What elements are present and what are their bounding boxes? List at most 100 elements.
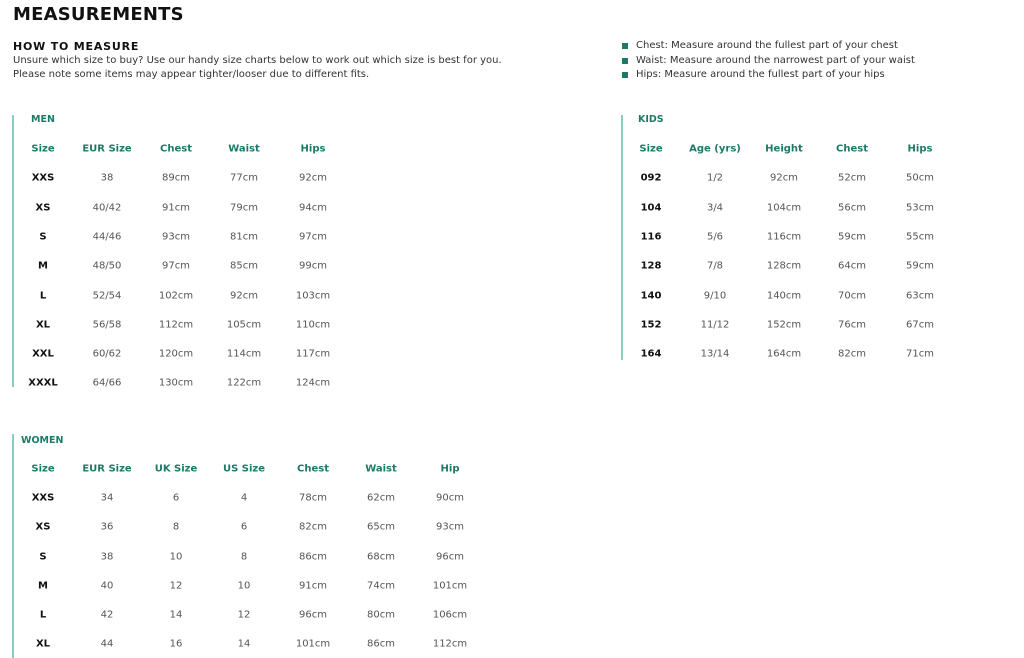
table-cell: 65cm [367, 521, 395, 533]
section-title: WOMEN [21, 435, 64, 446]
table-cell: 74cm [367, 580, 395, 592]
tip-text: Hips: Measure around the fullest part of… [636, 69, 885, 80]
column-header: Chest [836, 143, 868, 155]
table-cell: 6 [240, 521, 248, 533]
table-cell: 68cm [367, 551, 395, 563]
table-cell: 14 [169, 609, 183, 621]
table-cell: 44 [100, 638, 114, 650]
column-header: Hips [300, 143, 326, 155]
size-label-cell: XL [35, 319, 51, 331]
table-cell: 52cm [838, 172, 866, 184]
table-cell: 77cm [230, 172, 258, 184]
bullet-square-icon [622, 42, 628, 49]
intro-text-line: Please note some items may appear tighte… [13, 69, 370, 80]
table-cell: 40 [100, 580, 114, 592]
table-cell: 70cm [838, 290, 866, 301]
size-label-cell: M [38, 260, 48, 272]
size-label-cell: 128 [640, 260, 662, 272]
size-label-cell: S [39, 551, 47, 563]
size-label-cell: 092 [640, 172, 662, 184]
intro-text-line: Unsure which size to buy? Use our handy … [13, 55, 502, 66]
table-cell: 36 [100, 521, 114, 533]
table-cell: 99cm [299, 260, 327, 272]
table-cell: 62cm [367, 492, 395, 504]
table-cell: 48/50 [92, 260, 122, 272]
tip-chest: Chest: Measure around the fullest part o… [622, 40, 898, 51]
bullet-square-icon [622, 57, 628, 64]
column-header: US Size [222, 463, 266, 475]
table-cell: 117cm [295, 348, 331, 360]
column-header: Hips [907, 143, 933, 155]
table-cell: 130cm [158, 377, 194, 389]
table-cell: 101cm [295, 638, 331, 650]
table-cell: 71cm [906, 348, 934, 360]
size-label-cell: XXL [32, 348, 54, 360]
table-cell: 103cm [295, 290, 331, 301]
table-cell: 55cm [906, 231, 934, 243]
table-cell: 112cm [158, 319, 194, 331]
table-cell: 93cm [436, 521, 464, 533]
size-label-cell: M [38, 580, 48, 592]
table-cell: 140cm [766, 290, 802, 301]
table-cell: 38 [100, 551, 114, 563]
table-cell: 101cm [432, 580, 468, 592]
size-label-cell: 140 [640, 290, 662, 301]
table-cell: 92cm [299, 172, 327, 184]
table-cell: 63cm [906, 290, 934, 301]
table-cell: 12 [237, 609, 251, 621]
column-header: Size [31, 143, 55, 155]
table-cell: 92cm [770, 172, 798, 184]
column-header: EUR Size [82, 463, 132, 475]
table-cell: 9/10 [703, 290, 727, 301]
table-cell: 86cm [299, 551, 327, 563]
table-cell: 8 [240, 551, 248, 563]
table-cell: 89cm [162, 172, 190, 184]
table-cell: 122cm [226, 377, 262, 389]
table-cell: 44/46 [92, 231, 122, 243]
table-cell: 104cm [766, 202, 802, 214]
table-cell: 13/14 [700, 348, 730, 360]
column-header: Size [639, 143, 663, 155]
table-cell: 14 [237, 638, 251, 650]
table-cell: 106cm [432, 609, 468, 621]
table-cell: 93cm [162, 231, 190, 243]
table-cell: 78cm [299, 492, 327, 504]
column-header: EUR Size [82, 143, 132, 155]
column-header: Size [31, 463, 55, 475]
table-cell: 92cm [230, 290, 258, 301]
table-cell: 11/12 [700, 319, 730, 331]
table-cell: 128cm [766, 260, 802, 272]
bullet-square-icon [622, 71, 628, 78]
how-to-measure-heading: HOW TO MEASURE [13, 40, 140, 53]
tip-hips: Hips: Measure around the fullest part of… [622, 69, 885, 80]
column-header: Hip [440, 463, 460, 475]
table-cell: 59cm [906, 260, 934, 272]
table-cell: 91cm [299, 580, 327, 592]
table-cell: 86cm [367, 638, 395, 650]
table-cell: 34 [100, 492, 114, 504]
table-cell: 60/62 [92, 348, 122, 360]
table-cell: 102cm [158, 290, 194, 301]
table-cell: 76cm [838, 319, 866, 331]
table-cell: 97cm [299, 231, 327, 243]
table-cell: 124cm [295, 377, 331, 389]
table-cell: 114cm [226, 348, 262, 360]
column-header: Waist [228, 143, 260, 155]
table-cell: 52/54 [92, 290, 122, 301]
table-cell: 42 [100, 609, 114, 621]
tip-waist: Waist: Measure around the narrowest part… [622, 55, 915, 66]
table-cell: 96cm [299, 609, 327, 621]
table-cell: 82cm [838, 348, 866, 360]
size-label-cell: XS [35, 202, 51, 214]
table-cell: 5/6 [706, 231, 724, 243]
size-label-cell: 116 [640, 231, 662, 243]
column-header: Waist [365, 463, 397, 475]
section-rule [621, 115, 623, 360]
size-label-cell: S [39, 231, 47, 243]
size-label-cell: 104 [640, 202, 662, 214]
table-cell: 59cm [838, 231, 866, 243]
table-cell: 152cm [766, 319, 802, 331]
table-cell: 16 [169, 638, 183, 650]
size-label-cell: XS [35, 521, 51, 533]
column-header: Height [765, 143, 803, 155]
